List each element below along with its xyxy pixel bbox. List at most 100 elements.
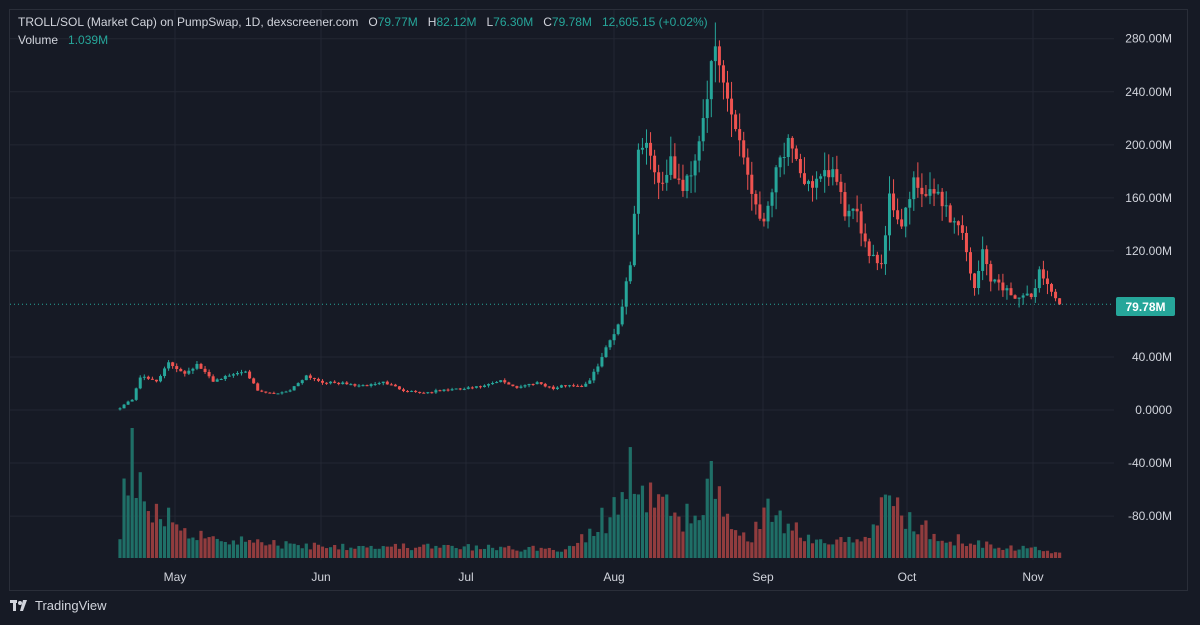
volume-bar — [434, 545, 438, 558]
volume-bar — [608, 517, 612, 558]
candle-body — [219, 378, 223, 380]
volume-bar — [616, 514, 620, 558]
candle-body — [883, 235, 887, 265]
volume-bar — [215, 538, 219, 558]
volume-bar — [952, 545, 956, 558]
volume-bar — [154, 503, 159, 558]
volume-bar — [1037, 550, 1041, 558]
volume-bar — [187, 538, 191, 558]
volume-bar — [790, 530, 794, 558]
volume-bar — [717, 486, 721, 558]
volume-bar — [819, 539, 823, 558]
volume-bar — [284, 541, 288, 558]
volume-bar — [381, 546, 385, 558]
candle-body — [288, 390, 292, 392]
volume-bar — [551, 549, 555, 558]
candle-body — [705, 99, 709, 119]
volume-bar — [847, 536, 851, 558]
candle-body — [920, 187, 924, 195]
candle-body — [211, 376, 215, 382]
candle-body — [640, 147, 644, 150]
candle-body — [264, 391, 268, 393]
volume-bar — [171, 522, 175, 558]
volume-bar — [778, 510, 782, 558]
candle-body — [491, 382, 495, 385]
volume-bar — [462, 546, 466, 558]
volume-bar — [693, 515, 697, 558]
volume-bar — [734, 530, 738, 558]
volume-bar — [535, 550, 539, 558]
volume-bar — [956, 534, 960, 558]
candle-body — [807, 181, 810, 184]
candle-body — [231, 374, 235, 376]
candle-body — [928, 189, 932, 196]
volume-bar — [195, 540, 199, 558]
candle-body — [944, 205, 948, 207]
volume-bar — [1021, 545, 1025, 558]
candle-body — [681, 179, 685, 192]
volume-bar — [446, 544, 450, 558]
candle-body — [410, 390, 414, 392]
volume-bar — [673, 512, 677, 558]
volume-bar — [280, 548, 284, 558]
candle-body — [304, 375, 308, 381]
volume-bar — [697, 520, 701, 558]
x-tick-label: Jun — [311, 570, 330, 584]
volume-bar — [231, 540, 235, 558]
last-price-badge: 79.78M — [1116, 297, 1175, 316]
volume-bar — [887, 495, 892, 558]
candle-body — [138, 377, 142, 389]
candle-body — [730, 98, 734, 115]
high-value: 82.12M — [436, 15, 477, 29]
volume-bar — [904, 528, 908, 558]
brand-name: TradingView — [35, 598, 107, 613]
candle-body — [1025, 293, 1029, 296]
volume-bar — [875, 525, 879, 558]
candle-body — [426, 392, 430, 394]
candle-body — [284, 391, 288, 393]
candle-body — [863, 233, 867, 242]
close-value: 79.78M — [551, 15, 592, 29]
volume-bar — [713, 498, 717, 558]
candle-body — [632, 213, 636, 266]
candle-body — [159, 376, 162, 382]
volume-bar — [531, 545, 535, 558]
volume-bar — [912, 531, 916, 558]
candle-body — [191, 368, 195, 371]
candle-body — [450, 389, 454, 391]
tradingview-logo-icon — [10, 599, 27, 611]
candle-body — [199, 363, 203, 369]
candle-body — [551, 386, 555, 390]
chart-frame[interactable] — [9, 9, 1188, 591]
candle-body — [260, 390, 264, 392]
candle-body — [535, 382, 539, 385]
volume-bar — [985, 541, 989, 558]
candle-body — [349, 384, 353, 386]
volume-bar — [1013, 550, 1017, 558]
footer-brand[interactable]: TradingView — [10, 598, 107, 613]
volume-bar — [762, 507, 766, 558]
candle-body — [940, 191, 944, 207]
candle-body — [964, 232, 968, 253]
candle-body — [559, 385, 563, 388]
candle-body — [333, 381, 337, 383]
candle-body — [329, 381, 333, 384]
candle-body — [499, 380, 503, 383]
volume-bar — [256, 539, 260, 558]
candle-body — [474, 386, 478, 388]
candle-body — [616, 324, 620, 335]
candle-body — [487, 384, 491, 386]
candle-body — [604, 347, 608, 358]
volume-bar — [138, 472, 142, 558]
volume-bar — [1058, 552, 1062, 558]
candle-body — [478, 386, 482, 388]
open-label: O — [368, 15, 378, 29]
volume-bar — [839, 537, 843, 558]
candle-body — [592, 371, 596, 381]
volume-bar — [527, 547, 531, 558]
volume-bar — [944, 542, 948, 558]
volume-label: Volume — [18, 33, 59, 47]
candle-body — [179, 368, 183, 372]
candle-body — [916, 177, 920, 188]
